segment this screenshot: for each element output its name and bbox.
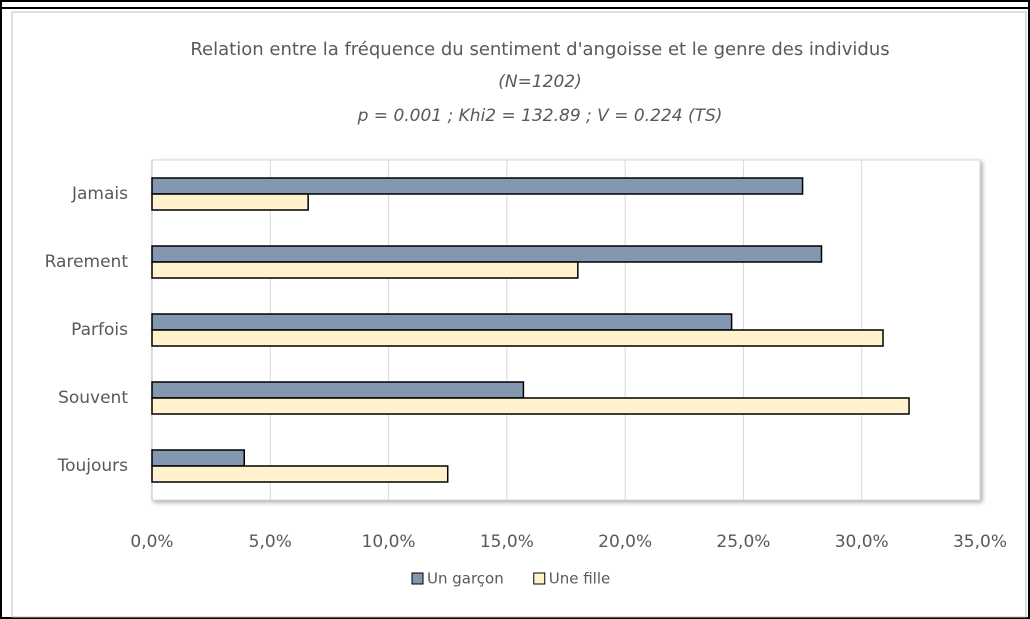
x-tick-label: 15,0% [480, 532, 534, 552]
legend-swatch [411, 572, 424, 585]
x-tick-label: 35,0% [953, 532, 1007, 552]
x-tick-label: 30,0% [835, 532, 889, 552]
legend-swatch [533, 572, 546, 585]
y-tick-label: Jamais [71, 184, 128, 204]
bar [151, 313, 733, 331]
bar [151, 381, 525, 399]
y-tick-label: Toujours [57, 456, 129, 476]
x-tick-label: 20,0% [598, 532, 652, 552]
bar [151, 177, 804, 195]
x-tick-label: 0,0% [130, 532, 173, 552]
bar [151, 193, 309, 211]
legend-label: Une fille [549, 570, 611, 588]
chart-annotation: p = 0.001 ; Khi2 = 132.89 ; V = 0.224 (T… [357, 106, 723, 126]
chart-title: Relation entre la fréquence du sentiment… [190, 39, 889, 60]
bar [151, 245, 823, 263]
bar [151, 329, 884, 347]
x-tick-label: 5,0% [249, 532, 292, 552]
bar [151, 465, 449, 483]
chart-subtitle: (N=1202) [498, 72, 582, 92]
x-tick-label: 10,0% [362, 532, 416, 552]
y-tick-label: Rarement [45, 252, 129, 272]
x-tick-label: 25,0% [716, 532, 770, 552]
bar [151, 449, 246, 467]
legend-label: Un garçon [427, 570, 504, 588]
bar [151, 397, 910, 415]
bar [151, 261, 579, 279]
y-tick-label: Souvent [58, 388, 128, 408]
y-tick-label: Parfois [71, 320, 128, 340]
